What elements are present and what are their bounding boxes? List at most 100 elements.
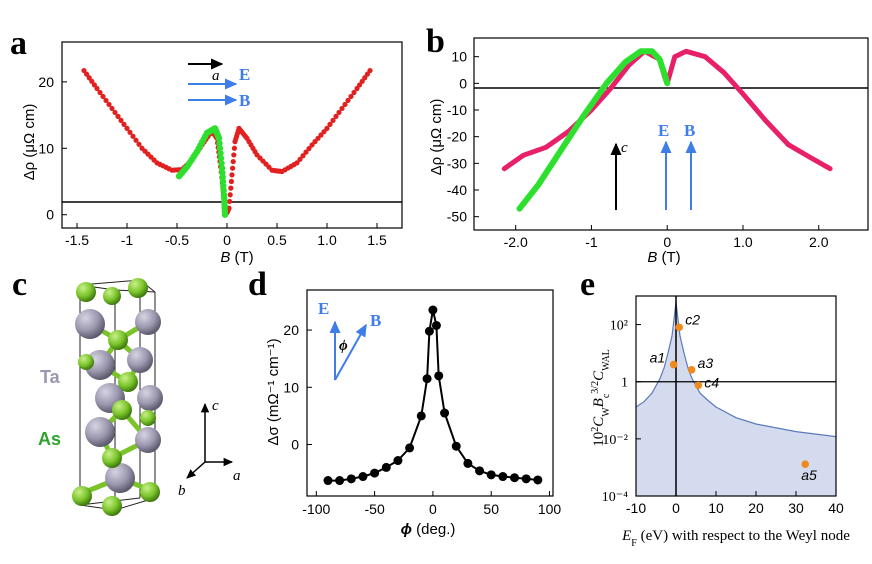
panel-a-E-label: E [239, 65, 250, 84]
data-point [381, 462, 391, 472]
data-point [416, 411, 426, 421]
data-point-red [231, 152, 237, 158]
ta-atom [135, 427, 161, 453]
point-label: a5 [801, 467, 817, 483]
data-point-red [130, 133, 136, 139]
y-tick-label: 1 [621, 376, 628, 391]
data-point [422, 374, 432, 384]
y-tick-label: 0 [459, 75, 467, 91]
x-tick-label: 30 [788, 500, 804, 516]
panel-b-x-ticks: -2.0 -1 0 1.0 2.0 [504, 225, 829, 250]
data-point-red [230, 165, 236, 171]
crystal-structure [72, 278, 163, 516]
data-point-red [84, 71, 90, 77]
data-point-red [364, 71, 370, 77]
panel-d-y-label: Δσ (mΩ⁻¹ cm⁻¹) [265, 338, 282, 445]
x-tick-label: 0 [672, 500, 680, 516]
panel-c: c [12, 266, 241, 516]
axis-a-label: a [233, 468, 241, 484]
data-point-red [306, 145, 312, 152]
y-tick-label: 20 [283, 322, 299, 338]
as-atom [102, 448, 122, 468]
x-tick-label: 1.5 [367, 232, 387, 248]
x-tick-label: 0 [663, 234, 671, 250]
data-point-red [133, 137, 139, 143]
data-point-red [100, 93, 106, 100]
panel-d-y-ticks: 0 10 20 [283, 322, 312, 453]
data-point [434, 371, 444, 381]
data-point-green [215, 135, 223, 142]
data-point-red [330, 117, 336, 123]
data-point-red [226, 205, 232, 211]
data-point-red [354, 85, 360, 92]
data-point-red [309, 142, 315, 148]
data-point-red [367, 67, 373, 74]
x-tick-label: 0 [429, 501, 437, 517]
data-point-red [327, 121, 333, 127]
ta-atom [85, 417, 115, 447]
data-point-red [136, 141, 142, 147]
as-label: As [38, 429, 61, 449]
data-point [405, 443, 415, 453]
data-point [424, 326, 434, 336]
as-atom [140, 482, 160, 502]
data-point [370, 468, 380, 478]
data-point-red [312, 139, 318, 145]
x-tick-label: -1 [585, 234, 598, 250]
as-atom [118, 372, 138, 392]
x-tick-label: 10 [708, 500, 724, 516]
panel-b-data [501, 48, 833, 212]
data-point [431, 320, 441, 330]
x-tick-label: 2.0 [809, 234, 829, 250]
data-point [335, 476, 345, 486]
data-point [428, 305, 438, 315]
data-point-red [81, 67, 87, 74]
y-tick-label: -10 [447, 102, 467, 118]
as-atom [128, 278, 148, 298]
y-tick-label: 10⁻⁴ [602, 490, 628, 505]
panel-d-E-label: E [318, 299, 329, 318]
x-tick-label: -0.5 [165, 232, 189, 248]
panel-d: d -100 -50 0 50 100 0 10 20 E B ϕ Δσ (mΩ⁻¹ cm⁻… [248, 266, 561, 538]
panel-d-B-label: B [370, 311, 381, 330]
x-tick-label: -100 [302, 501, 330, 517]
data-point-red [106, 101, 112, 108]
data-point-red [231, 145, 237, 151]
panel-a-x-ticks: -1.5 -1 -0.5 0 0.5 1.0 1.5 [65, 223, 387, 248]
data-point-red [112, 109, 118, 116]
x-tick-label: 1.0 [317, 232, 337, 248]
panel-a-B-label: B [239, 91, 250, 110]
data-point-red [124, 125, 130, 131]
data-point-red [227, 192, 233, 198]
x-tick-label: 40 [828, 500, 844, 516]
x-tick-label: 0.5 [267, 232, 287, 248]
ta-atom [137, 385, 163, 411]
panel-e-x-label: EF (eV) with respect to the Weyl node [621, 528, 850, 549]
panel-d-x-ticks: -100 -50 0 50 100 [302, 491, 561, 517]
panel-b-frame [473, 37, 869, 231]
allowed-region [636, 302, 836, 496]
data-point-red [321, 129, 327, 135]
data-point-red [89, 78, 95, 84]
as-atom [72, 486, 92, 506]
x-tick-label: -1 [121, 232, 134, 248]
x-tick-label: -2.0 [504, 234, 528, 250]
data-point [358, 472, 368, 482]
data-point-red [97, 89, 103, 96]
panel-e-frame [635, 295, 837, 497]
data-point-red [230, 158, 236, 165]
data-point [440, 408, 450, 418]
data-point [498, 472, 508, 482]
as-atom [112, 400, 132, 420]
boundary-curve [635, 302, 837, 438]
panel-b-y-label: Δρ (μΩ cm) [428, 99, 445, 176]
x-tick-label: -10 [626, 500, 646, 516]
ta-atom [135, 309, 161, 335]
panel-d-B-arrow [334, 323, 367, 381]
as-atom [103, 287, 121, 305]
panel-e-y-ticks: 10² 1 10⁻² 10⁻⁴ [602, 319, 641, 505]
y-tick-label: 10 [451, 49, 467, 65]
data-point-red [127, 129, 133, 135]
data-point [533, 475, 543, 485]
